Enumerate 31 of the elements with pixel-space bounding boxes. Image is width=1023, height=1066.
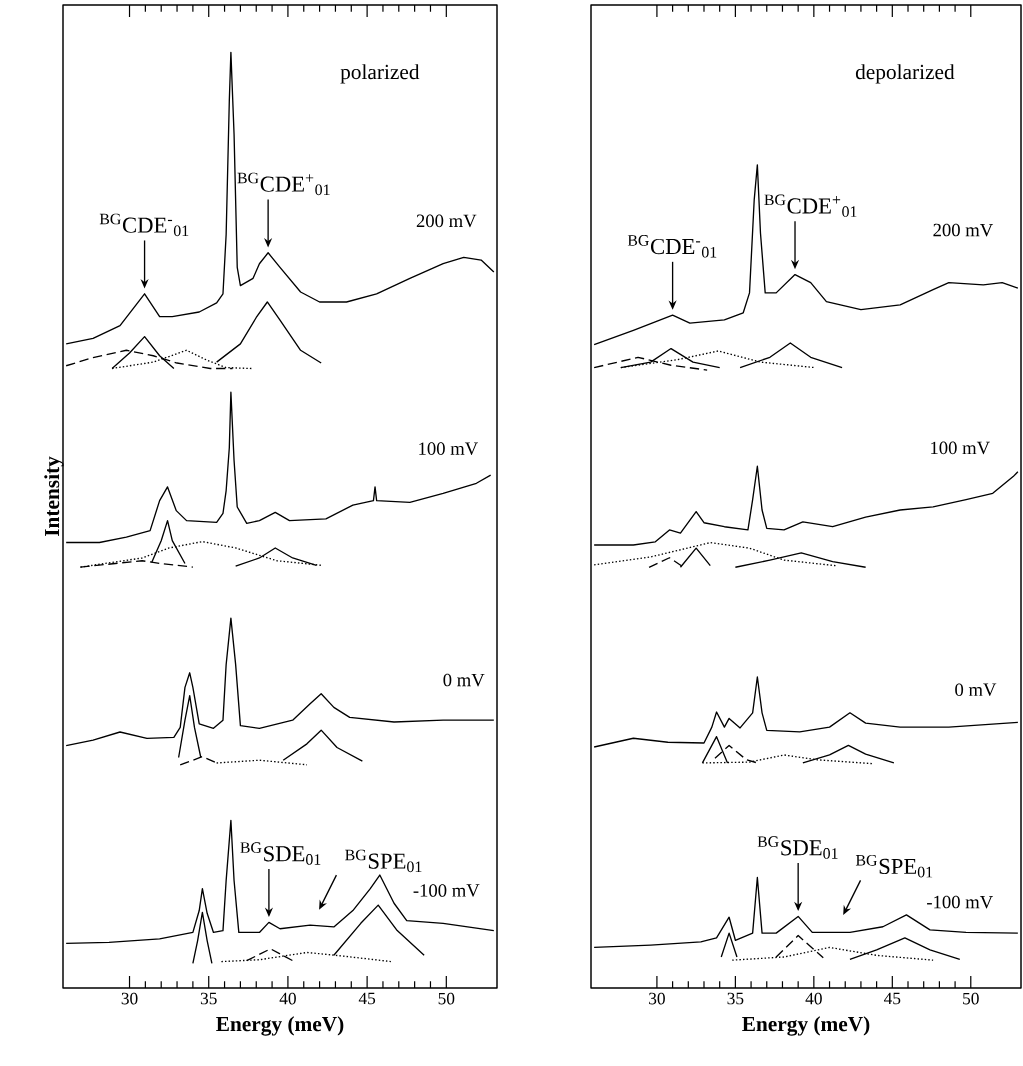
x-tick-label: 45	[358, 992, 376, 1005]
x-axis-title: Energy (meV)	[742, 1016, 870, 1036]
x-tick-label: 30	[649, 992, 665, 1005]
annotation: $^{BG}$CDE$^{-}$01	[627, 235, 717, 258]
x-tick-label: 30	[121, 992, 138, 1005]
chart-title: depolarized	[855, 64, 955, 84]
annotation: 100 mV	[931, 441, 990, 455]
x-tick-label: 40	[279, 992, 296, 1005]
annotation: $^{BG}$CDE$^{+}$01	[237, 172, 330, 196]
annotation: 100 mV	[419, 442, 479, 456]
text: polarized	[340, 64, 420, 84]
annotation: 200 mV	[933, 223, 994, 237]
annotation: $^{BG}$SDE$_{01}$	[240, 842, 321, 865]
annotation: -100 mV	[413, 884, 480, 897]
x-tick-label: 45	[883, 992, 901, 1005]
annotation: $^{BG}$SPE$_{01}$	[345, 849, 422, 873]
y-axis-title: Intensity	[44, 456, 64, 537]
x-tick-label: 50	[963, 992, 979, 1005]
annotation: $^{BG}$SPE$_{01}$	[855, 854, 933, 878]
x-tick-label: 50	[438, 992, 455, 1005]
annotation: -100 mV	[927, 895, 994, 909]
annotation: $^{BG}$CDE$^{-}$01	[99, 213, 189, 237]
annotation: 0 mV	[955, 683, 997, 697]
x-axis-title: Energy (meV)	[216, 1016, 344, 1036]
annotation: 200 mV	[416, 214, 477, 228]
x-tick-label: 35	[727, 992, 744, 1005]
annotation: $^{BG}$SDE$_{01}$	[757, 836, 838, 859]
x-tick-label: 35	[200, 992, 217, 1005]
x-tick-label: 40	[805, 992, 822, 1005]
annotation: 0 mV	[443, 673, 485, 687]
annotation: $^{BG}$CDE$^{+}$01	[764, 194, 857, 217]
